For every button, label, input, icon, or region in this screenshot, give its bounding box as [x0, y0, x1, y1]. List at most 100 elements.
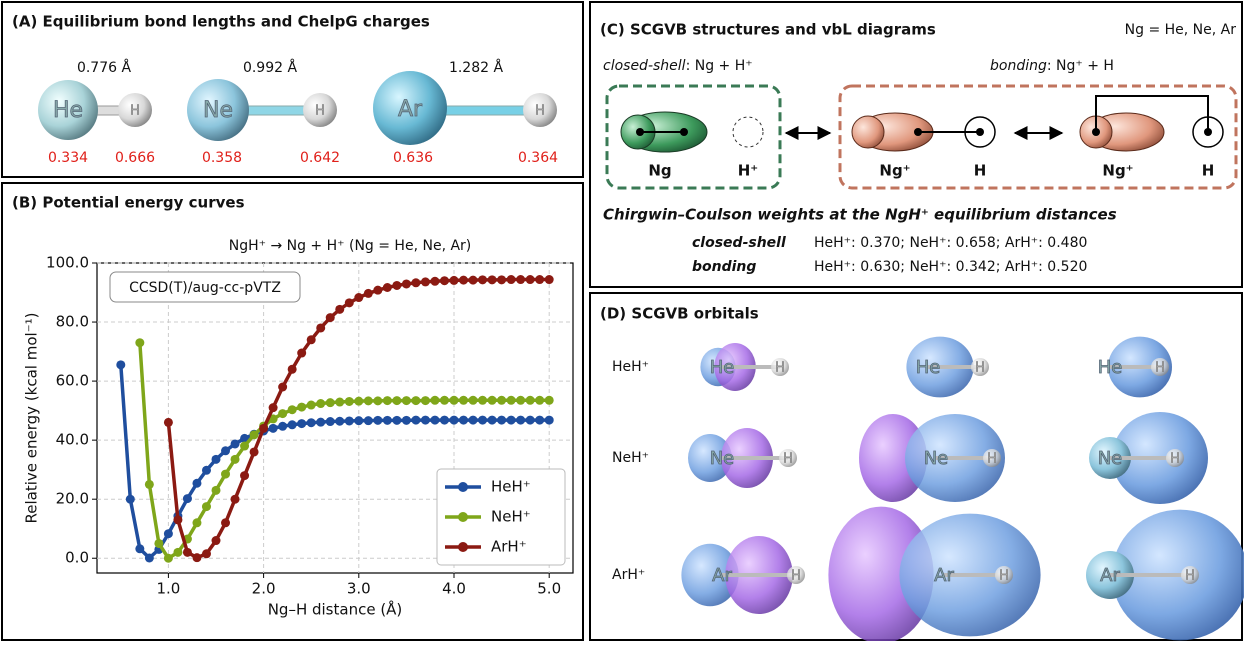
atom-label: Ar	[934, 565, 954, 586]
legend-swatch	[458, 542, 468, 552]
data-point	[211, 536, 221, 546]
data-point	[449, 275, 459, 285]
data-point	[468, 275, 478, 285]
data-point	[430, 395, 440, 405]
legend-box	[436, 468, 566, 566]
data-point	[478, 395, 488, 405]
data-point	[192, 553, 202, 563]
weights-values: HeH⁺: 0.630; NeH⁺: 0.342; ArH⁺: 0.520	[814, 259, 1087, 275]
row-label: HeH⁺	[612, 359, 649, 375]
data-point	[535, 395, 545, 405]
data-point	[516, 275, 526, 285]
atom-label: He	[916, 357, 941, 378]
vbl-label: H⁺	[738, 162, 758, 180]
data-point	[278, 409, 288, 419]
data-point	[516, 395, 526, 405]
data-point	[182, 547, 192, 557]
data-point	[135, 338, 145, 348]
data-point	[497, 275, 507, 285]
data-point	[287, 405, 297, 415]
formula: : Ng⁺ + H	[1047, 58, 1114, 74]
data-point	[135, 544, 145, 554]
x-tick-label: 4.0	[442, 580, 466, 598]
data-point	[430, 276, 440, 286]
annotation: CCSD(T)/aug-cc-pVTZ	[129, 280, 281, 296]
h-atom	[771, 358, 789, 376]
plot: 0.0 20.0 40.0 60.0 80.0 100.0 1.0 2.0 3.0 4.0 5.0 N…	[23, 254, 574, 619]
charge: 0.666	[115, 150, 155, 166]
charge: 0.636	[393, 150, 433, 166]
x-tick-label: 1.0	[156, 580, 180, 598]
data-point	[325, 417, 335, 427]
structure-label: closed-shell: Ng + H⁺	[603, 58, 753, 74]
data-point	[478, 275, 488, 285]
data-point	[439, 415, 449, 425]
x-tick-label: 5.0	[537, 580, 561, 598]
data-point	[382, 415, 392, 425]
legend-swatch	[458, 482, 468, 492]
data-point	[259, 423, 269, 433]
data-point	[316, 399, 326, 409]
data-point	[449, 415, 459, 425]
data-point	[401, 415, 411, 425]
atom-label: Ne	[1098, 448, 1123, 469]
y-axis-label: Relative energy (kcal mol⁻¹)	[23, 313, 41, 524]
data-point	[392, 396, 402, 406]
data-point	[325, 398, 335, 408]
panel-title: (A) Equilibrium bond lengths and ChelpG …	[12, 13, 430, 31]
bond-length: 0.992 Å	[243, 59, 298, 76]
data-point	[287, 364, 297, 374]
vbl-diagram	[851, 95, 1224, 152]
charge: 0.364	[518, 150, 558, 166]
data-point	[192, 478, 202, 488]
data-point	[278, 382, 288, 392]
formula: : Ng + H⁺	[686, 58, 753, 74]
structure-box	[838, 84, 1238, 190]
data-point	[401, 279, 411, 289]
data-point	[363, 396, 373, 406]
data-point	[535, 415, 545, 425]
h-atom	[983, 449, 1001, 467]
data-point	[278, 421, 288, 431]
data-point	[525, 275, 535, 285]
atom-label: H	[130, 104, 140, 119]
atom-label: H	[791, 569, 801, 584]
data-point	[373, 396, 383, 406]
data-point	[240, 433, 250, 443]
weights-values: HeH⁺: 0.370; NeH⁺: 0.658; ArH⁺: 0.480	[814, 235, 1087, 251]
vbl-label: Ng	[648, 162, 671, 180]
data-point	[468, 415, 478, 425]
data-point	[459, 275, 469, 285]
molecule: Ne H 0.992 Å 0.358 0.642	[187, 59, 340, 166]
charge: 0.642	[300, 150, 340, 166]
data-point	[287, 420, 297, 430]
data-point	[344, 396, 354, 406]
data-point	[392, 280, 402, 290]
data-point	[268, 403, 278, 413]
h-atom	[1151, 358, 1169, 376]
atom-label: H	[999, 569, 1009, 584]
x-axis-label: Ng–H distance (Å)	[268, 600, 403, 619]
structure-box	[605, 84, 782, 190]
legend-label: HeH⁺	[491, 478, 531, 496]
panel-frame	[589, 1, 1243, 288]
bond-length: 0.776 Å	[77, 59, 132, 76]
panel-frame	[1, 1, 584, 178]
y-tick-label: 60.0	[56, 372, 89, 390]
data-point	[478, 415, 488, 425]
panel-title: (C) SCGVB structures and vbL diagrams	[600, 21, 936, 39]
data-point	[535, 275, 545, 285]
x-tick-label: 2.0	[252, 580, 276, 598]
data-point	[354, 416, 364, 426]
atom-label: Ar	[398, 97, 423, 122]
data-point	[268, 423, 278, 433]
h-atom	[1166, 449, 1184, 467]
vbl-label: H	[1202, 162, 1215, 180]
orbital-lobe	[859, 414, 927, 502]
orbitals: HeH⁺ He H He H He H NeH⁺ Ne H Ne H Ne H ArH⁺ Ar H Ar H Ar H	[612, 336, 1244, 644]
h-atom	[995, 566, 1013, 584]
data-point	[497, 395, 507, 405]
h-atom	[971, 358, 989, 376]
data-point	[506, 415, 516, 425]
term: bonding	[990, 58, 1047, 74]
